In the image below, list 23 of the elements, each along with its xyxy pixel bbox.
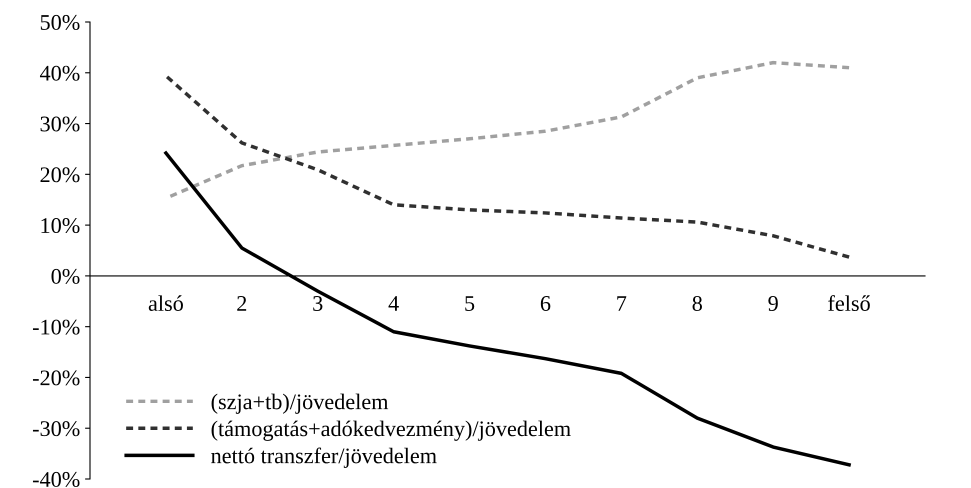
y-tick-label: 20% (40, 167, 80, 182)
x-tick-label: 5 (465, 296, 474, 311)
y-tick-label: 30% (40, 116, 80, 132)
legend-label: (támogatás+adókedvezmény)/jövedelem (212, 420, 571, 441)
legend-label: (szja+tb)/jövedelem (212, 394, 388, 414)
x-tick-label: 9 (768, 296, 778, 311)
x-tick-label: alsó (148, 295, 183, 311)
y-tick-label: 0% (52, 268, 80, 284)
y-tick-label: -10% (32, 320, 80, 335)
y-tick-label: 50% (40, 14, 80, 30)
y-tick-label: -40% (32, 472, 80, 487)
x-tick-label: 2 (237, 296, 246, 311)
x-tick-label: 3 (313, 296, 322, 311)
y-tick-label: 40% (40, 66, 80, 81)
y-tick-label: -20% (32, 370, 80, 386)
x-tick-label: 7 (617, 296, 626, 311)
x-tick-label: 4 (388, 296, 399, 311)
y-tick-label: 10% (42, 218, 80, 234)
x-tick-label: 8 (692, 296, 702, 311)
x-tick-label: felső (828, 295, 870, 311)
y-tick-label: -30% (32, 421, 80, 436)
legend-label: nettó transzfer/jövedelem (211, 448, 437, 468)
x-tick-label: 6 (540, 296, 550, 311)
